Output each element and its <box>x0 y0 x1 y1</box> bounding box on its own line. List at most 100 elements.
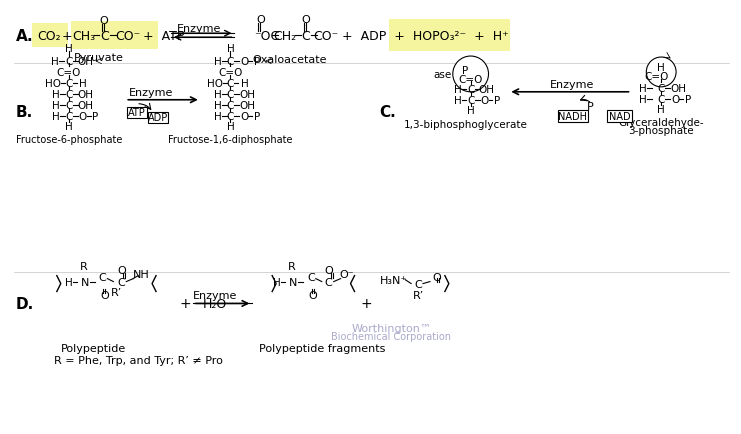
Text: H: H <box>213 57 222 67</box>
Text: N: N <box>81 277 89 287</box>
Text: H: H <box>64 122 73 131</box>
Text: C: C <box>414 279 422 289</box>
Text: +  ADP  +  HOPO₃²⁻  +  H⁺: + ADP + HOPO₃²⁻ + H⁺ <box>342 30 508 43</box>
Text: D.: D. <box>16 296 34 311</box>
Text: Enzyme: Enzyme <box>129 88 173 98</box>
Text: H: H <box>657 63 665 73</box>
Text: Pyruvate: Pyruvate <box>73 53 124 63</box>
Text: Biochemical Corporation: Biochemical Corporation <box>331 332 451 342</box>
Text: +: + <box>62 30 72 43</box>
Text: C: C <box>302 30 310 43</box>
Text: H: H <box>52 101 60 111</box>
Text: OH: OH <box>239 101 256 111</box>
Text: H: H <box>52 112 60 122</box>
Text: H: H <box>227 44 234 54</box>
Text: R’: R’ <box>110 287 122 297</box>
Text: C: C <box>65 57 73 67</box>
Text: O: O <box>117 265 126 275</box>
Bar <box>127 108 147 118</box>
Text: C: C <box>227 101 234 111</box>
Text: C=O: C=O <box>459 75 483 85</box>
Text: Fructose-1,6-diphosphate: Fructose-1,6-diphosphate <box>168 135 293 145</box>
Text: Polypeptide: Polypeptide <box>61 343 126 353</box>
Text: C: C <box>227 89 234 99</box>
Text: CO⁻: CO⁻ <box>116 30 141 43</box>
Text: P: P <box>254 112 260 122</box>
Text: CH₂: CH₂ <box>273 30 296 43</box>
Text: C: C <box>467 85 474 95</box>
Text: Polypeptide fragments: Polypeptide fragments <box>259 343 385 353</box>
Circle shape <box>453 57 488 92</box>
Text: C: C <box>307 272 315 282</box>
Text: ATP: ATP <box>128 108 146 118</box>
Text: +: + <box>179 297 190 311</box>
Text: 3-phosphate: 3-phosphate <box>628 125 694 135</box>
Text: C: C <box>65 112 73 122</box>
Text: CO₂: CO₂ <box>37 30 61 43</box>
Text: C: C <box>65 101 73 111</box>
Text: C: C <box>325 277 333 287</box>
Text: C.: C. <box>379 105 396 120</box>
Text: C=O: C=O <box>56 68 81 78</box>
Text: O: O <box>100 291 109 301</box>
Text: 1,3-biphosphoglycerate: 1,3-biphosphoglycerate <box>404 119 528 129</box>
Text: R’: R’ <box>413 291 424 301</box>
Bar <box>148 112 168 123</box>
Ellipse shape <box>646 58 676 88</box>
Text: R: R <box>80 261 87 271</box>
Text: ADP: ADP <box>148 112 168 122</box>
Text: O: O <box>99 16 108 26</box>
Text: O: O <box>240 57 248 67</box>
Text: P: P <box>685 95 691 105</box>
Text: Oxaloacetate: Oxaloacetate <box>253 55 328 65</box>
Text: H₂O: H₂O <box>202 297 227 310</box>
Text: C: C <box>227 57 234 67</box>
Text: C: C <box>100 30 109 43</box>
Text: H: H <box>454 85 462 95</box>
Text: P: P <box>586 102 593 112</box>
Text: C: C <box>65 79 73 89</box>
Text: OH: OH <box>78 101 93 111</box>
Text: OH: OH <box>78 89 93 99</box>
Text: O: O <box>480 95 488 105</box>
Text: H: H <box>52 89 60 99</box>
Text: C=O: C=O <box>644 72 668 82</box>
Text: O: O <box>325 265 333 275</box>
Text: H: H <box>454 95 462 105</box>
Text: Glyceraldehyde-: Glyceraldehyde- <box>619 117 704 127</box>
Text: P: P <box>494 95 501 105</box>
Text: A.: A. <box>16 29 34 43</box>
Text: H: H <box>64 277 73 287</box>
Text: H: H <box>79 79 87 89</box>
Text: H: H <box>213 101 222 111</box>
Text: OH: OH <box>479 85 494 95</box>
Text: C=O: C=O <box>219 68 242 78</box>
Text: OH: OH <box>78 57 93 67</box>
Text: P: P <box>93 112 99 122</box>
Text: ase: ase <box>433 70 451 80</box>
Text: HO: HO <box>45 79 61 89</box>
Bar <box>32 24 67 48</box>
Bar <box>70 22 158 50</box>
Text: NH: NH <box>133 269 150 279</box>
Text: B.: B. <box>16 105 33 120</box>
Text: H: H <box>657 105 665 115</box>
Text: H: H <box>213 112 222 122</box>
Text: O: O <box>79 112 87 122</box>
Text: O: O <box>302 15 310 25</box>
Text: H: H <box>241 79 248 89</box>
Text: H: H <box>639 95 647 105</box>
Text: R: R <box>288 261 296 271</box>
Text: Worthington™: Worthington™ <box>351 323 431 333</box>
Text: O: O <box>256 15 265 25</box>
Text: C: C <box>467 95 474 105</box>
Text: H: H <box>273 277 281 287</box>
Text: O: O <box>433 272 442 282</box>
Text: NAD: NAD <box>608 112 631 122</box>
Text: +  ATP: + ATP <box>143 30 185 43</box>
Text: C: C <box>657 95 665 105</box>
Text: O: O <box>308 291 317 301</box>
Text: N: N <box>289 277 297 287</box>
Bar <box>607 110 632 122</box>
Text: Enzyme: Enzyme <box>550 80 594 90</box>
